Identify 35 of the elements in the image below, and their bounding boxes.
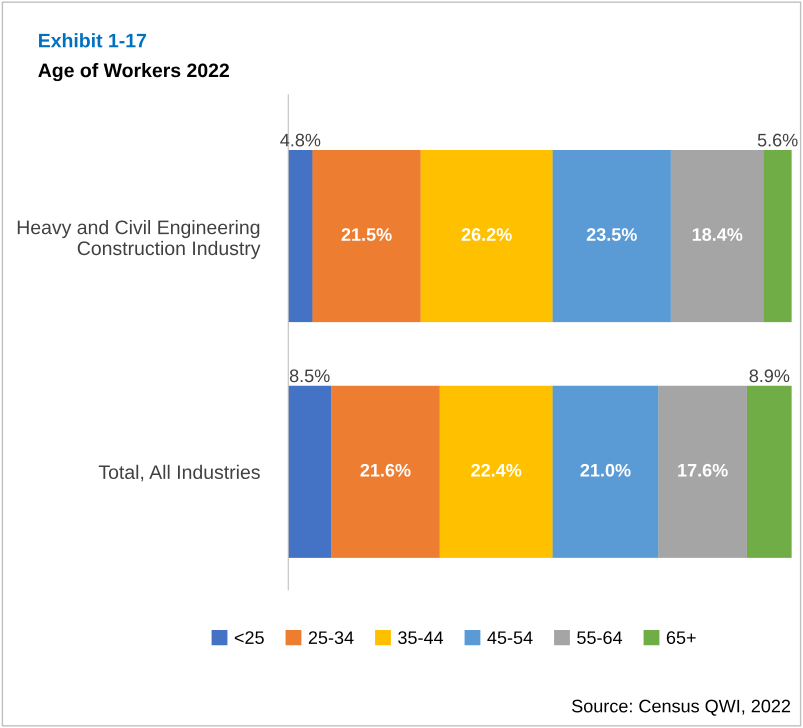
data-label: 22.4%: [471, 464, 522, 477]
bar: [440, 386, 553, 558]
chart-subtitle: Age of Workers 2022: [38, 62, 229, 82]
legend-label: 25-34: [308, 631, 354, 644]
bar: [312, 150, 421, 322]
data-label: 4.8%: [280, 134, 320, 146]
data-label: 5.6%: [758, 134, 798, 146]
bar: [288, 386, 332, 558]
data-label: 21.5%: [342, 228, 392, 241]
data-label: 21.0%: [580, 464, 631, 477]
data-label: 8.5%: [290, 369, 330, 382]
bar: [552, 386, 658, 558]
legend-label: <25: [234, 631, 264, 644]
bar: [288, 150, 312, 322]
legend-label: 45-54: [487, 631, 533, 644]
data-label: 8.9%: [750, 369, 790, 382]
data-label: 23.5%: [586, 228, 637, 241]
source-note: Source: Census QWI, 2022: [572, 700, 790, 716]
bar: [420, 150, 553, 322]
bar: [764, 150, 792, 322]
data-label: 26.2%: [462, 228, 512, 241]
bar: [670, 150, 764, 322]
text: Exhibit 1-17: [39, 33, 146, 48]
y-tick-label: Total, All Industries: [98, 464, 260, 482]
bar: [658, 386, 747, 558]
data-label: 18.4%: [692, 228, 742, 241]
legend-label: 55-64: [577, 631, 622, 644]
bar: [746, 386, 792, 558]
data-label: 17.6%: [678, 464, 728, 477]
data-label: 21.6%: [360, 464, 411, 477]
y-tick-label: Heavy and Civil Engineering Construction Industry: [18, 220, 260, 260]
legend-label: 65+: [666, 631, 696, 644]
bar: [552, 150, 671, 322]
bar: [331, 386, 440, 558]
legend-label: 35-44: [398, 631, 444, 644]
